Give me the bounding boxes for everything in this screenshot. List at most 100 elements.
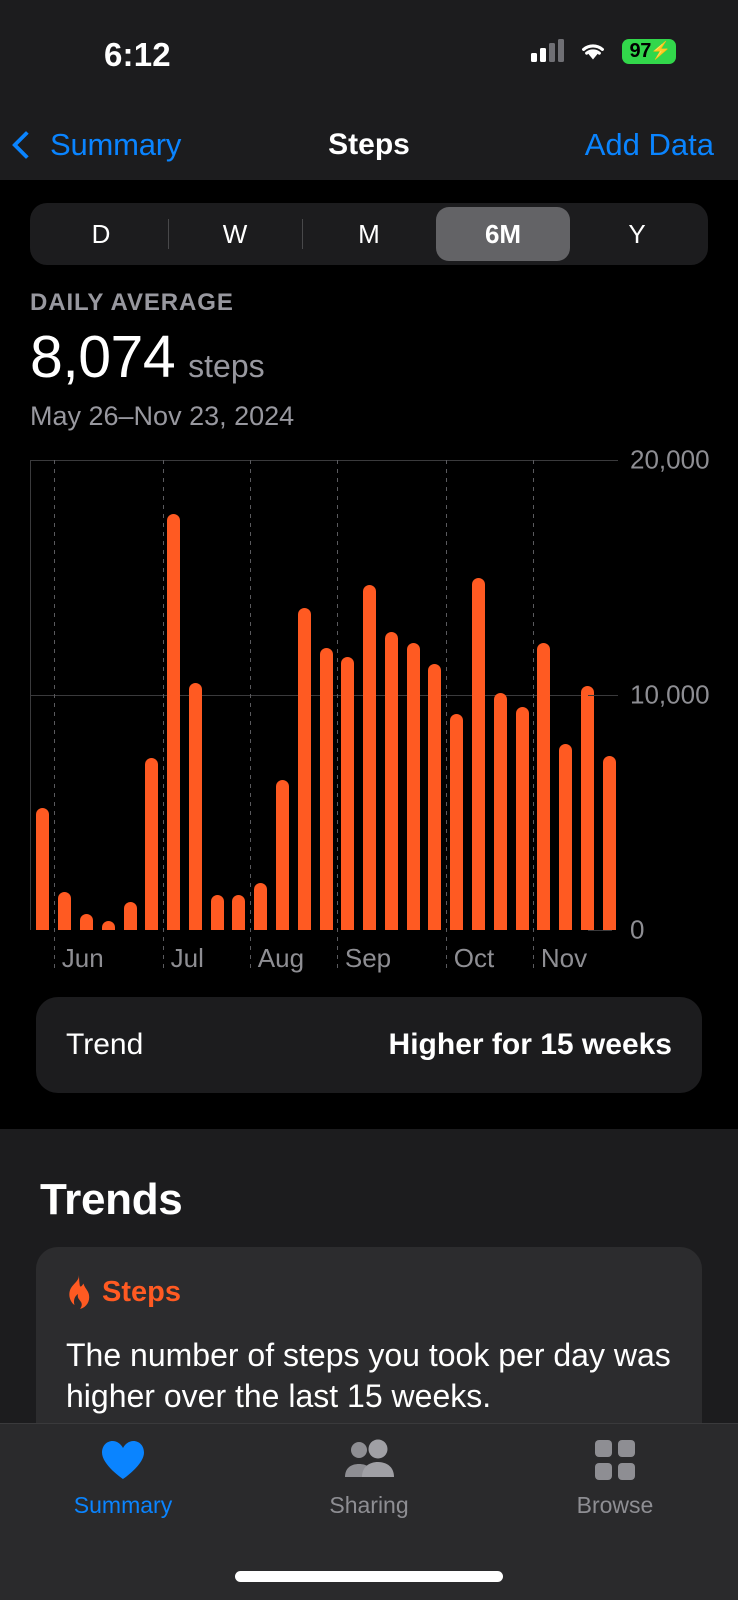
chart-bar[interactable] (493, 692, 507, 930)
segment-divider (302, 219, 303, 249)
battery-percent-label: 97 (629, 39, 652, 62)
home-indicator[interactable] (235, 1571, 503, 1582)
tab-summary[interactable]: Summary (0, 1438, 246, 1519)
gridline-month (445, 460, 447, 970)
chart-bar[interactable] (188, 683, 202, 930)
gridline-horizontal (30, 460, 618, 461)
chart-bar[interactable] (58, 892, 72, 930)
chart-bars (30, 460, 618, 930)
trends-heading: Trends (40, 1175, 183, 1224)
chart-plot-area (30, 460, 618, 970)
status-time: 6:12 (104, 36, 171, 73)
daily-average-unit: steps (188, 348, 265, 384)
gridline-month (532, 460, 534, 970)
chart-bar[interactable] (145, 758, 159, 930)
x-axis-month-label: Jul (170, 943, 204, 973)
chart-bar[interactable] (471, 577, 485, 930)
range-option-d[interactable]: D (34, 207, 168, 261)
steps-bar-chart[interactable]: 20,000 10,000 0 Jun Jul Aug Sep Oct Nov (0, 445, 738, 991)
chart-bar[interactable] (210, 894, 224, 930)
tab-bar: Summary Sharing (0, 1423, 738, 1600)
section-spacer (0, 1093, 738, 1129)
segment-divider (570, 219, 571, 249)
range-option-y[interactable]: Y (570, 207, 704, 261)
summary-stats: DAILY AVERAGE 8,074 steps May 26–Nov 23,… (0, 265, 738, 432)
range-option-m-label: M (358, 219, 380, 249)
y-axis-tick-label: 0 (630, 914, 645, 945)
range-selector-wrap: D W M 6M Y (0, 181, 738, 265)
chart-bar[interactable] (580, 685, 594, 930)
flame-icon (66, 1275, 92, 1309)
chart-bar[interactable] (79, 913, 93, 930)
people-icon (342, 1438, 396, 1482)
range-option-d-label: D (91, 219, 111, 249)
chart-bar[interactable] (36, 807, 50, 930)
cellular-signal-icon (531, 39, 565, 62)
segment-divider (168, 219, 169, 249)
status-bar: 6:12 97 ⚡ (0, 0, 738, 110)
add-data-button[interactable]: Add Data (584, 127, 714, 162)
y-axis-tick-dash (588, 695, 612, 696)
trend-row-value: Higher for 15 weeks (388, 1028, 672, 1061)
chart-bar[interactable] (297, 608, 311, 930)
grid-icon (594, 1438, 636, 1482)
chart-bar[interactable] (232, 894, 246, 930)
chart-bar[interactable] (319, 648, 333, 930)
navigation-bar: Summary Steps Add Data (0, 110, 738, 181)
segment-divider (436, 219, 437, 249)
heart-icon (100, 1438, 146, 1482)
back-button[interactable]: Summary (11, 127, 182, 163)
trend-row[interactable]: Trend Higher for 15 weeks (36, 997, 702, 1093)
range-option-w[interactable]: W (168, 207, 302, 261)
daily-average-label: DAILY AVERAGE (30, 289, 234, 316)
chart-bar[interactable] (384, 631, 398, 930)
x-axis-month-label: Aug (257, 943, 305, 973)
tab-browse-label: Browse (576, 1492, 654, 1518)
trends-card-title-row: Steps (66, 1275, 672, 1309)
tab-browse[interactable]: Browse (492, 1438, 738, 1519)
range-option-6m-label: 6M (484, 219, 522, 249)
gridline-month (162, 460, 164, 970)
trends-card-body: The number of steps you took per day was… (66, 1337, 671, 1414)
chart-bar[interactable] (450, 713, 464, 930)
gridline-month (336, 460, 338, 970)
range-segmented-control[interactable]: D W M 6M Y (30, 203, 708, 265)
y-axis-tick-label: 10,000 (630, 679, 710, 710)
back-button-label: Summary (50, 127, 182, 162)
x-axis-month-label: Sep (344, 943, 392, 973)
range-option-m[interactable]: M (302, 207, 436, 261)
trends-card-title: Steps (102, 1275, 181, 1308)
charging-bolt-icon: ⚡ (650, 41, 671, 60)
chart-bar[interactable] (341, 657, 355, 930)
daily-average-value-row: 8,074 steps (30, 323, 708, 391)
gridline-month (53, 460, 55, 970)
chart-bar[interactable] (537, 643, 551, 930)
tab-summary-label: Summary (73, 1492, 173, 1518)
tab-sharing-label: Sharing (329, 1492, 409, 1518)
trends-card[interactable]: Steps The number of steps you took per d… (36, 1247, 702, 1446)
chart-bar[interactable] (101, 920, 115, 930)
range-option-w-label: W (222, 219, 248, 249)
x-axis-month-label: Nov (540, 943, 588, 973)
range-option-y-label: Y (628, 219, 646, 249)
tab-sharing[interactable]: Sharing (246, 1438, 492, 1519)
chart-bar[interactable] (428, 664, 442, 930)
chart-bar[interactable] (254, 883, 268, 930)
chart-bar[interactable] (123, 901, 137, 930)
x-axis-month-label: Jun (61, 943, 104, 973)
chart-bar[interactable] (167, 514, 181, 930)
chart-bar[interactable] (602, 756, 616, 930)
chart-bar[interactable] (275, 779, 289, 930)
wifi-icon (578, 40, 608, 62)
trend-row-label: Trend (66, 1028, 144, 1061)
chart-bar[interactable] (515, 706, 529, 930)
chart-bar[interactable] (406, 643, 420, 930)
x-axis-month-label: Oct (453, 943, 495, 973)
chart-bar[interactable] (559, 744, 573, 930)
gridline-month (249, 460, 251, 970)
trends-section: Trends Steps The number of steps you too… (0, 1129, 738, 1446)
y-axis-tick-dash (588, 930, 612, 931)
chart-bar[interactable] (363, 584, 377, 930)
range-option-6m[interactable]: 6M (436, 207, 570, 261)
